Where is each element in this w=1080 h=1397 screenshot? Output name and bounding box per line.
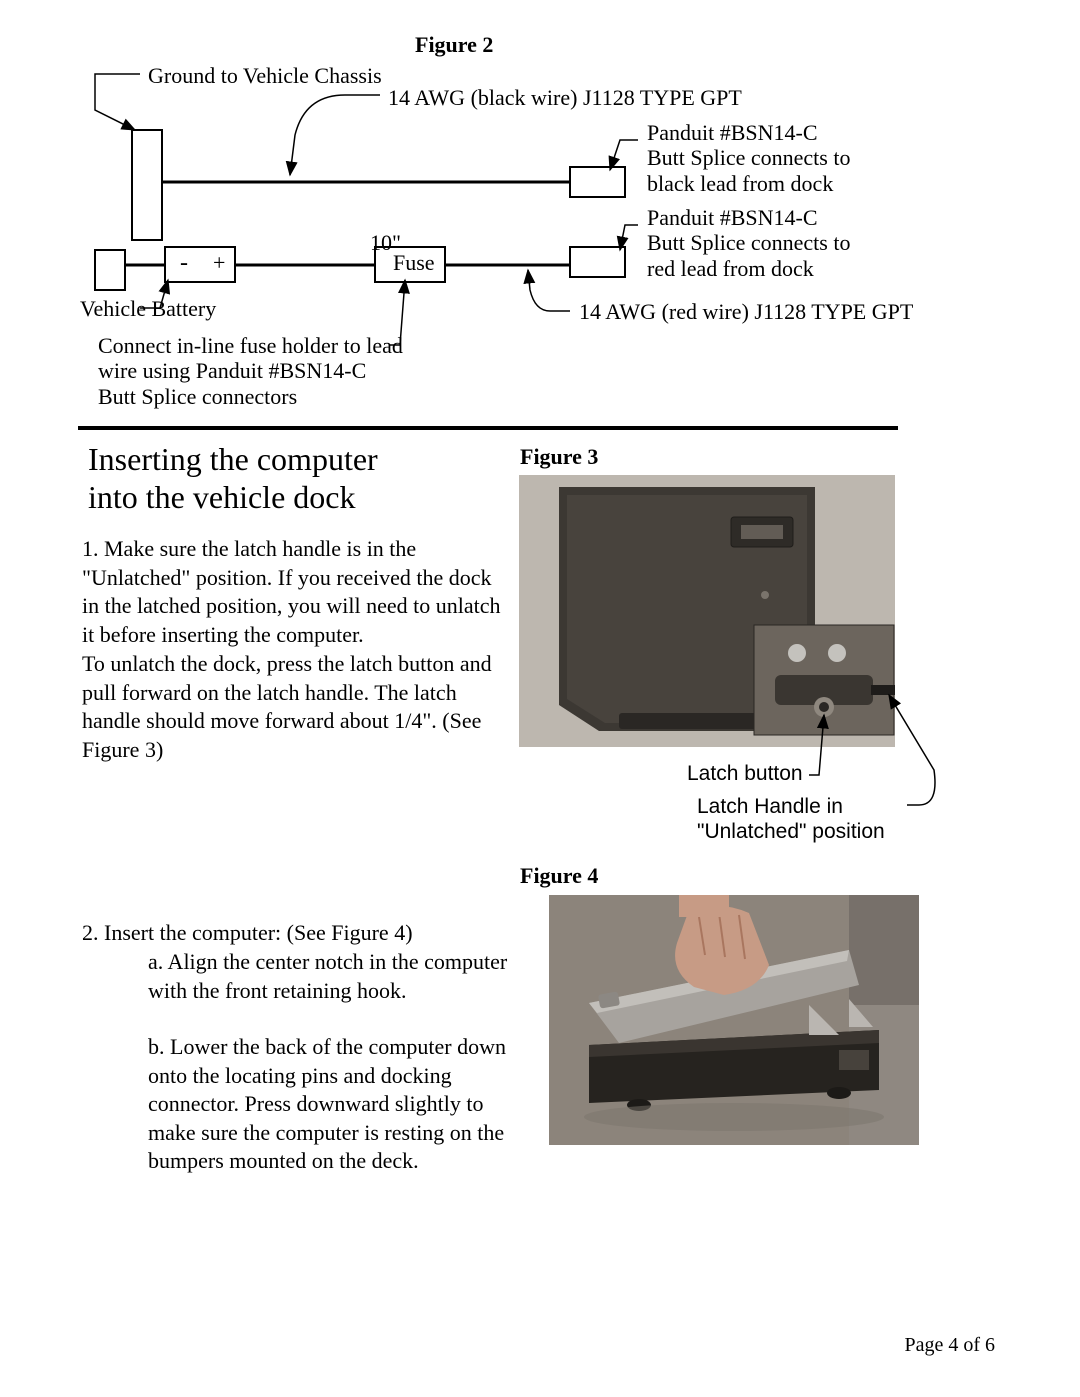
figure-4-photo	[549, 895, 919, 1145]
fig2-fuse-note: Connect in-line fuse holder to lead wire…	[98, 333, 403, 409]
figure-3-title: Figure 3	[520, 444, 598, 470]
step-1-para-b: To unlatch the dock, press the latch but…	[82, 650, 502, 764]
fig2-red-wire-label: 14 AWG (red wire) J1128 TYPE GPT	[579, 299, 913, 325]
step-2a: a. Align the center notch in the compute…	[148, 948, 508, 1005]
fig2-ground-label: Ground to Vehicle Chassis	[148, 63, 382, 89]
step-2-intro: 2. Insert the computer: (See Figure 4)	[82, 919, 502, 948]
fig2-splice-red-label: Panduit #BSN14-C Butt Splice connects to…	[647, 205, 850, 281]
step-1-para-a: 1. Make sure the latch handle is in the …	[82, 535, 502, 649]
page-number: Page 4 of 6	[904, 1334, 995, 1357]
figure-4-title: Figure 4	[520, 863, 598, 889]
page: Figure 2	[0, 0, 1080, 1397]
fig2-plus-label: +	[213, 250, 225, 276]
fig3-latch-handle-label: Latch Handle in "Unlatched" position	[697, 794, 885, 844]
fig2-battery-label: Vehicle Battery	[80, 296, 216, 322]
section-title: Inserting the computer into the vehicle …	[88, 440, 428, 517]
step-2b: b. Lower the back of the computer down o…	[148, 1033, 508, 1176]
section-divider	[78, 426, 898, 430]
fig2-black-wire-label: 14 AWG (black wire) J1128 TYPE GPT	[388, 85, 742, 111]
fig3-latch-button-label: Latch button	[687, 762, 803, 786]
fig2-splice-black-label: Panduit #BSN14-C Butt Splice connects to…	[647, 120, 850, 196]
fig2-minus-label: -	[180, 250, 188, 277]
fig2-fuse-label: Fuse	[393, 250, 435, 276]
